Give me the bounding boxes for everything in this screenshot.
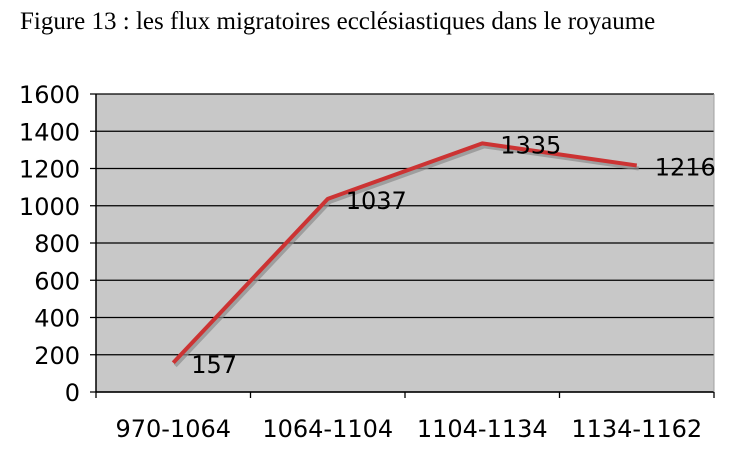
- x-tick-label: 970-1064: [115, 415, 231, 443]
- y-tick-label: 1200: [19, 156, 80, 184]
- y-tick-label: 1600: [19, 81, 80, 109]
- y-tick-label: 400: [34, 305, 80, 333]
- data-labels: 157 1037 1335 1216: [191, 131, 716, 378]
- data-label: 1216: [655, 154, 716, 182]
- y-axis-ticks: 0 200 400 600 800 1000 1200 1400 1600: [19, 81, 80, 407]
- x-tick-label: 1134-1162: [571, 415, 702, 443]
- x-tick-label: 1104-1134: [417, 415, 548, 443]
- data-label: 1037: [346, 187, 407, 215]
- y-tick-label: 0: [65, 379, 80, 407]
- y-tick-label: 200: [34, 342, 80, 370]
- x-tick-label: 1064-1104: [262, 415, 393, 443]
- y-tick-label: 800: [34, 230, 80, 258]
- series-line-shadow: [173, 144, 640, 368]
- data-label: 1335: [500, 131, 561, 159]
- y-tick-label: 1000: [19, 193, 80, 221]
- y-tick-label: 1400: [19, 118, 80, 146]
- data-label: 157: [191, 351, 237, 379]
- y-tick-label: 600: [34, 267, 80, 295]
- series-line: [171, 141, 638, 365]
- x-axis-ticks: 970-1064 1064-1104 1104-1134 1134-1162: [115, 415, 702, 443]
- chart-title: Figure 13 : les flux migratoires ecclési…: [20, 8, 656, 35]
- axes: [95, 94, 715, 398]
- gridlines: [90, 93, 714, 393]
